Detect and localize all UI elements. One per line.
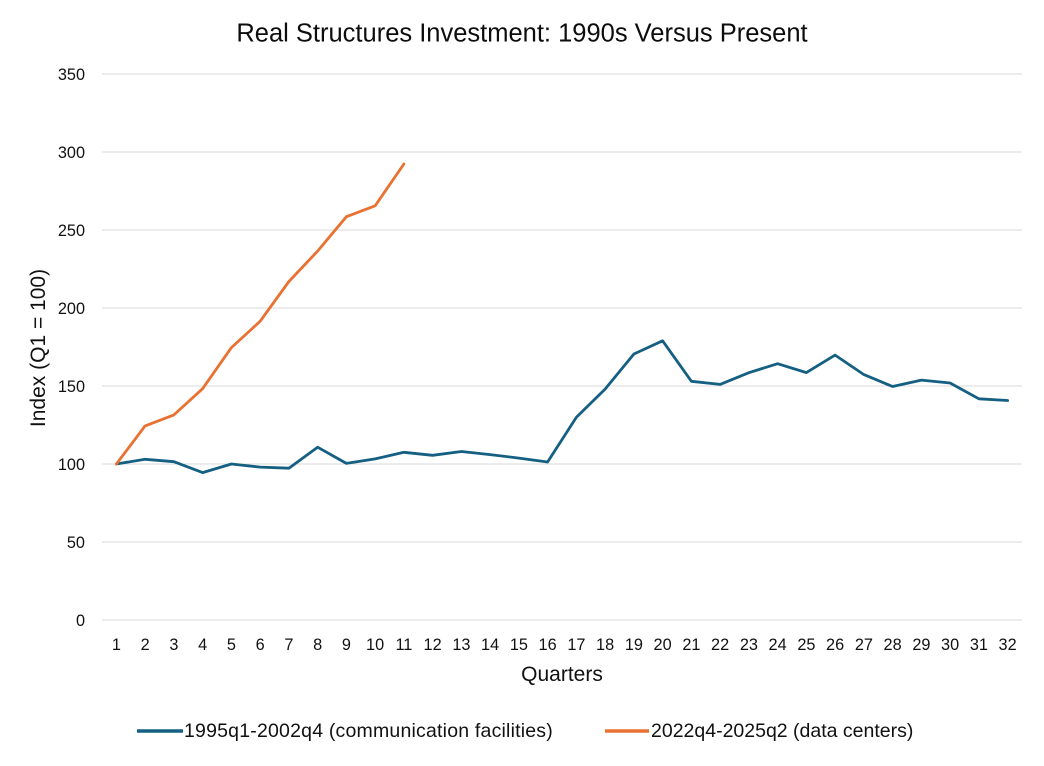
svg-text:15: 15 — [510, 636, 528, 654]
svg-text:17: 17 — [567, 636, 585, 654]
svg-text:9: 9 — [342, 636, 351, 654]
svg-text:18: 18 — [596, 636, 614, 654]
svg-text:3: 3 — [169, 636, 178, 654]
svg-text:300: 300 — [58, 144, 85, 162]
svg-text:1995q1-2002q4 (communication f: 1995q1-2002q4 (communication facilities) — [184, 720, 553, 742]
svg-text:250: 250 — [58, 222, 85, 240]
svg-text:26: 26 — [826, 636, 844, 654]
svg-text:21: 21 — [682, 636, 700, 654]
svg-text:Quarters: Quarters — [521, 663, 603, 686]
svg-text:24: 24 — [769, 636, 787, 654]
svg-text:Real Structures Investment: 19: Real Structures Investment: 1990s Versus… — [236, 20, 807, 48]
svg-text:350: 350 — [58, 66, 85, 84]
svg-text:31: 31 — [970, 636, 988, 654]
svg-text:8: 8 — [313, 636, 322, 654]
svg-text:Index (Q1 = 100): Index (Q1 = 100) — [27, 269, 50, 427]
svg-text:10: 10 — [366, 636, 384, 654]
svg-text:29: 29 — [912, 636, 930, 654]
svg-text:22: 22 — [711, 636, 729, 654]
svg-text:28: 28 — [884, 636, 902, 654]
svg-text:2022q4-2025q2 (data centers): 2022q4-2025q2 (data centers) — [651, 720, 913, 742]
svg-text:5: 5 — [227, 636, 236, 654]
svg-text:19: 19 — [625, 636, 643, 654]
svg-text:20: 20 — [654, 636, 672, 654]
svg-text:7: 7 — [284, 636, 293, 654]
svg-text:12: 12 — [424, 636, 442, 654]
svg-text:150: 150 — [58, 378, 85, 396]
svg-text:14: 14 — [481, 636, 499, 654]
svg-text:25: 25 — [797, 636, 815, 654]
svg-text:2: 2 — [141, 636, 150, 654]
svg-text:32: 32 — [999, 636, 1017, 654]
svg-text:6: 6 — [256, 636, 265, 654]
svg-text:13: 13 — [452, 636, 470, 654]
svg-text:0: 0 — [76, 612, 85, 630]
svg-text:23: 23 — [740, 636, 758, 654]
svg-text:30: 30 — [941, 636, 959, 654]
svg-text:1: 1 — [112, 636, 121, 654]
svg-text:4: 4 — [198, 636, 207, 654]
svg-text:11: 11 — [395, 636, 412, 654]
svg-text:100: 100 — [58, 456, 85, 474]
svg-text:27: 27 — [855, 636, 873, 654]
svg-text:16: 16 — [539, 636, 557, 654]
svg-text:50: 50 — [67, 534, 85, 552]
svg-text:200: 200 — [58, 300, 85, 318]
